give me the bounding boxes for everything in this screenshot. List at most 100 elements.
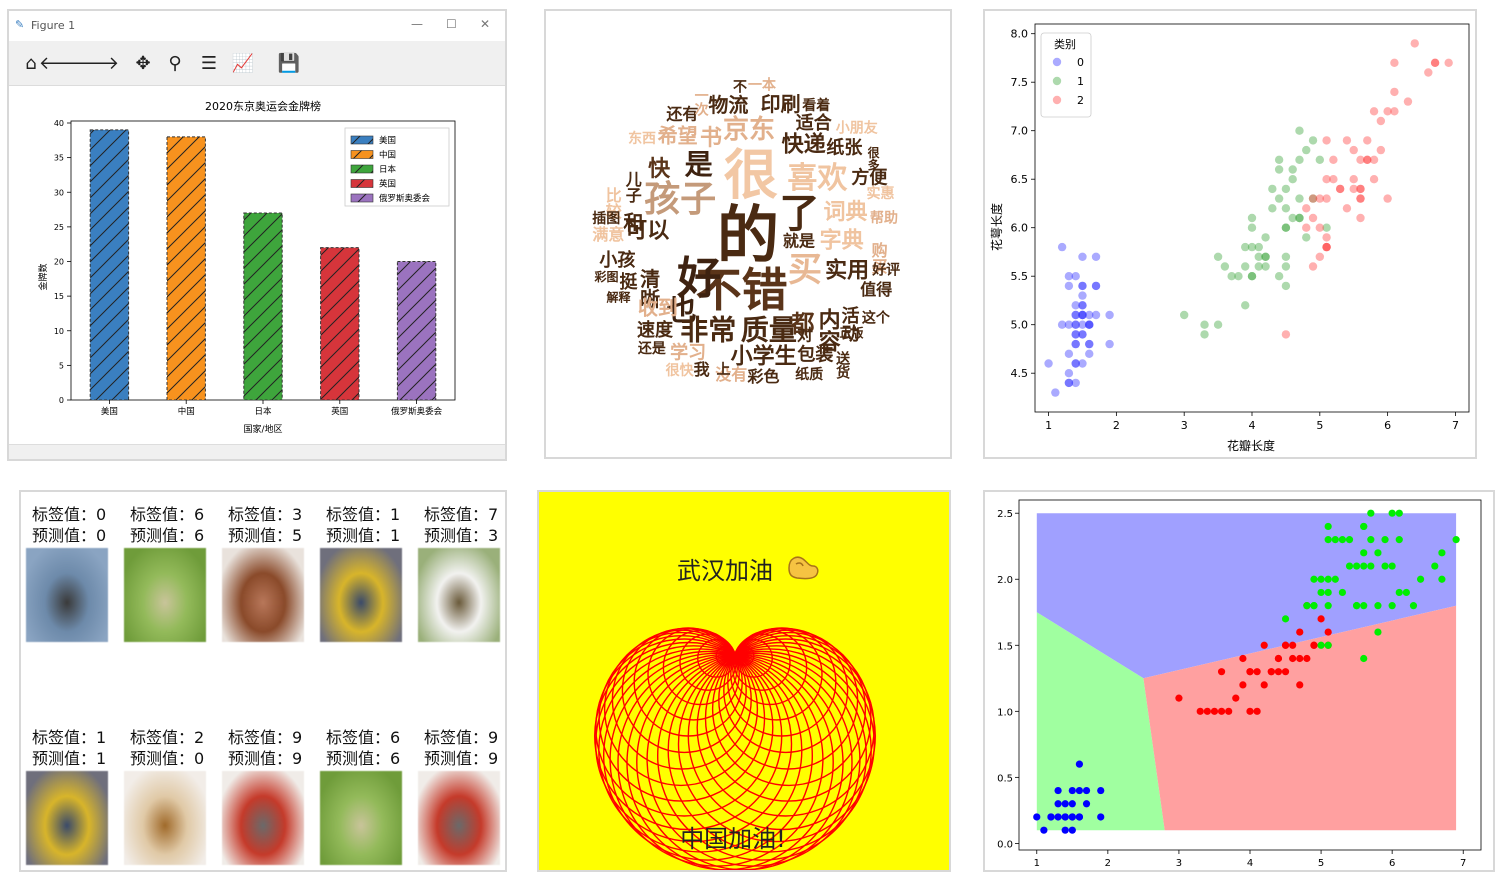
point-class-0 [1085,320,1094,329]
window-statusbar [9,444,505,459]
back-icon[interactable]: 🡐 [38,52,88,74]
spiro-circle [656,650,868,861]
edit-axes-icon[interactable]: 📈 [231,52,255,74]
point-class-1 [1239,681,1247,689]
spiro-circle [677,645,876,843]
point-class-0 [1078,310,1087,320]
zoom-icon[interactable]: ⚲ [168,52,182,74]
word-京东: 京东 [723,114,775,145]
x-tick-label: 2 [1113,419,1120,432]
point-class-2 [1322,242,1331,252]
home-icon[interactable]: ⌂ [25,52,37,74]
point-class-0 [1078,281,1087,291]
point-class-1 [1274,194,1284,203]
word-还是: 还是 [637,340,667,357]
bar-hatch [167,136,206,400]
point-class-2 [1363,155,1372,164]
word-我: 我 [694,360,710,379]
save-icon[interactable]: 💾 [277,52,301,74]
point-class-0 [1085,320,1094,329]
point-class-2 [1360,562,1368,570]
point-class-1 [1246,707,1254,715]
point-class-2 [1349,145,1358,155]
point-class-0 [1085,339,1094,349]
pan-icon[interactable]: ✥ [135,52,151,74]
y-tick-label: 5.5 [1011,270,1029,283]
word-挺: 挺 [619,271,638,293]
poster: 武汉加油 中国加油! [539,492,949,870]
point-class-2 [1324,602,1332,610]
y-tick-label: 2.0 [997,575,1013,586]
point-class-1 [1254,242,1263,252]
point-class-1 [1261,252,1270,261]
spiro-circle [662,630,738,706]
word-小朋友: 小朋友 [836,119,878,136]
cifar-image-frog [320,771,402,865]
point-class-2 [1349,184,1358,194]
point-class-1 [1260,681,1268,689]
point-class-2 [1345,562,1354,570]
point-class-1 [1296,628,1304,636]
iris-scatter-chart: 花瓣长度 花萼长度 1 2 3 4 5 6 7 4.5 5.0 5.5 6.0 6.5 7.0 7.5 8.… [989,23,1470,453]
forward-icon[interactable]: 🡒 [70,52,120,74]
point-class-0 [1078,330,1087,339]
point-class-0 [1085,310,1094,320]
point-class-1 [1225,707,1233,715]
x-axis-label: 国家/地区 [243,423,282,435]
word-满意: 满意 [592,225,624,244]
word-插图: 插图 [592,210,620,227]
point-class-2 [1410,39,1419,48]
point-class-1 [1288,213,1297,223]
point-class-1 [1175,694,1183,702]
point-class-0 [1064,272,1074,281]
label-value: 标签值：9 [424,728,499,747]
word-是: 是 [685,148,713,181]
legend-label: 英国 [379,179,396,190]
word-这个: 这个 [862,309,891,326]
legend-marker [1052,76,1062,86]
configure-icon[interactable]: ☰ [200,52,218,74]
point-class-1 [1308,194,1318,203]
point-class-0 [1105,310,1114,320]
label-value: 标签值：2 [130,728,205,747]
maximize-button[interactable]: ☐ [446,17,457,31]
spiro-circle [595,638,774,817]
close-button[interactable]: ✕ [480,17,491,31]
point-class-2 [1356,194,1365,203]
point-class-1 [1213,252,1223,261]
word-快递: 快递 [782,132,826,158]
point-class-1 [1239,654,1247,663]
prediction-value: 预测值：1 [32,749,107,768]
word-非常: 非常 [680,313,736,346]
minimize-button[interactable]: — [411,17,423,31]
cifar-image-horse [418,548,500,642]
point-class-2 [1317,575,1325,583]
point-class-2 [1302,223,1311,232]
point-class-2 [1317,588,1325,597]
prediction-value: 预测值：9 [228,749,303,768]
point-class-0 [1082,786,1091,795]
spiro-circle [733,633,791,691]
word-对: 对 [797,325,813,344]
y-tick-label: 35 [54,154,64,163]
point-class-0 [1064,281,1074,291]
point-class-1 [1253,707,1261,715]
point-class-0 [1071,330,1080,339]
point-class-2 [1374,628,1382,636]
word-纸质: 纸质 [795,366,823,383]
point-class-2 [1356,155,1365,164]
x-tick-label: 7 [1452,419,1459,432]
prediction-value: 预测值：6 [326,749,401,768]
point-class-2 [1310,575,1318,583]
point-class-2 [1360,549,1368,557]
point-class-0 [1071,339,1080,349]
bar-chart-window: ✎ Figure 1 — ☐ ✕ ⌂ 🡐 🡒 ✥ ⚲ ☰ 📈 💾 2020东京奥… [7,9,507,461]
point-class-0 [1061,800,1069,808]
point-class-1 [1288,165,1297,174]
point-class-0 [1075,813,1084,821]
point-class-2 [1395,588,1403,597]
region-class-0 [1036,513,1457,679]
label-value: 标签值：1 [32,728,107,747]
point-class-2 [1331,536,1339,544]
y-tick-label: 1.5 [997,641,1013,652]
